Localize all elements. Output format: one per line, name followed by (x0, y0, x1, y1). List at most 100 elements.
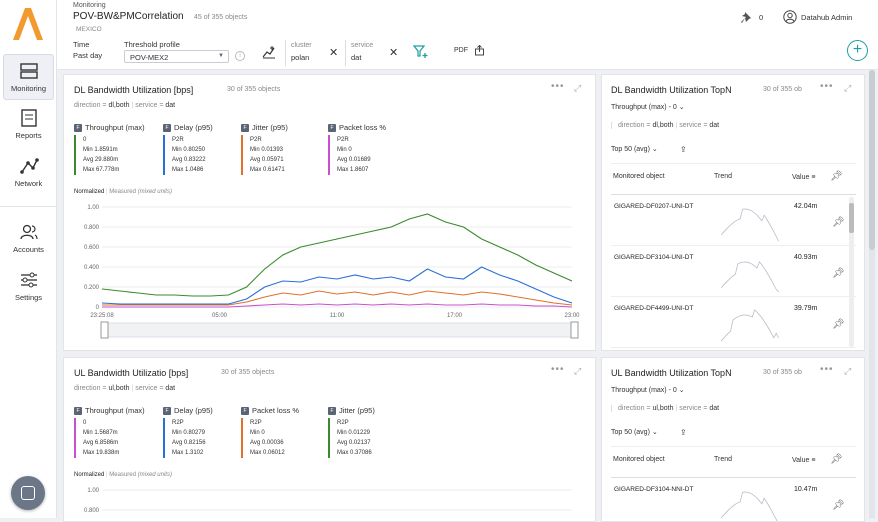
expand-icon[interactable]: ⤢ (844, 83, 852, 93)
slider-handle[interactable] (570, 321, 579, 339)
filter-cluster-label: cluster (291, 42, 312, 49)
expand-icon[interactable]: ⤢ (574, 83, 582, 93)
metric-select[interactable]: Throughput (max) - 0 ⌄ (611, 387, 685, 394)
breadcrumb[interactable]: Monitoring (73, 2, 106, 9)
series-line (101, 213, 573, 297)
user-icon[interactable] (783, 10, 797, 24)
metric-obj: 0 (83, 137, 87, 143)
pin-icon[interactable]: 📌︎ (830, 454, 843, 465)
metric-column[interactable]: F Delay (p95) P2R Min 0.80250 Avg 0.83222 Max… (163, 123, 213, 175)
panel-filters: direction = ul,both | service = dat (74, 385, 176, 392)
metric-column[interactable]: F Packet loss % P2R Min 0 Avg 0.01689 Max 1.8… (328, 123, 386, 175)
top-select[interactable]: Top 50 (avg) ⌄ (611, 429, 658, 436)
metric-select[interactable]: Throughput (max) - 0 ⌄ (611, 104, 685, 111)
user-name[interactable]: Datahub Admin (801, 13, 853, 22)
metric-max: Max 0.37086 (337, 450, 372, 456)
chart-mode[interactable]: Normalized | Measured (mixed units) (74, 472, 172, 478)
metric-badge: F (74, 407, 82, 415)
threshold-select[interactable]: POV-MEX2 ▼ (124, 50, 229, 63)
pin-icon[interactable]: 📌︎ (832, 319, 845, 330)
y-tick-label: 1.00 (87, 488, 99, 494)
time-select[interactable]: Past day (73, 51, 103, 60)
metric-max: Max 1.0486 (172, 167, 204, 173)
nav-network[interactable]: Network (3, 150, 54, 196)
filter-service-value[interactable]: dat (351, 53, 362, 62)
share-icon[interactable]: ⇪ (680, 428, 687, 437)
metric-name: F Packet loss % (241, 406, 299, 416)
more-icon[interactable]: ••• (551, 81, 565, 92)
object-name[interactable]: GIGARED-DF4499-UNI-DT (614, 305, 694, 312)
metric-column[interactable]: F Jitter (p95) R2P Min 0.01229 Avg 0.02137 Ma… (328, 406, 375, 458)
scrollbar[interactable] (849, 197, 854, 347)
panel-filters: direction = dl,both | service = dat (611, 122, 719, 129)
nav-accounts[interactable]: Accounts (3, 216, 54, 262)
nav-settings[interactable]: Settings (3, 264, 54, 310)
metric-column[interactable]: F Throughput (max) 0 Min 1.5687m Avg 6.8586m… (74, 406, 145, 458)
nav-reports[interactable]: Reports (3, 102, 54, 148)
add-chart-icon[interactable] (262, 45, 276, 59)
metric-max: Max 1.8607 (337, 167, 369, 173)
filter-service-label: service (351, 42, 374, 49)
col-trend: Trend (714, 456, 733, 463)
col-value[interactable]: Value ≡ (792, 174, 816, 181)
metric-name: F Throughput (max) (74, 123, 145, 133)
series-line (102, 303, 573, 308)
metric-name: F Delay (p95) (163, 123, 213, 133)
topn-row[interactable]: GIGARED-DF3104-UNI-DT 40.93m 📌︎ (611, 246, 856, 297)
col-trend: Trend (714, 173, 733, 180)
pin-icon[interactable]: 📌︎ (832, 500, 845, 511)
topn-row[interactable]: GIGARED-DF0207-UNI-DT 42.04m 📌︎ (611, 195, 856, 246)
expand-icon[interactable]: ⤢ (844, 366, 852, 376)
metric-column[interactable]: F Delay (p95) R2P Min 0.80279 Avg 0.82156 Max… (163, 406, 213, 458)
metric-column[interactable]: F Packet loss % R2P Min 0 Avg 0.00036 Max 0.0… (241, 406, 299, 458)
region-label: MEXICO (76, 26, 102, 33)
dl-line-chart: 1.00 0.800 0.600 0.400 0.200 0 23:25:08 05:00 11… (84, 205, 580, 339)
pdf-button[interactable]: PDF (454, 47, 468, 54)
object-name[interactable]: GIGARED-DF3104-NNI-DT (614, 486, 694, 493)
chat-button[interactable] (11, 476, 45, 510)
panel-count: 30 of 355 ob (763, 86, 802, 93)
metric-name: F Jitter (p95) (328, 406, 375, 416)
object-name[interactable]: GIGARED-DF3104-UNI-DT (614, 254, 694, 261)
y-tick-label: 0.200 (84, 285, 100, 291)
share-icon[interactable] (474, 45, 485, 56)
object-value: 10.47m (794, 486, 818, 493)
top-select[interactable]: Top 50 (avg) ⌄ (611, 146, 658, 153)
ul-line-chart: 1.00 0.800 (84, 488, 572, 514)
filter-add-icon[interactable] (413, 45, 429, 59)
time-range-slider[interactable] (101, 322, 577, 338)
x-tick-label: 23:25:08 (90, 313, 114, 319)
close-icon[interactable]: ✕ (389, 47, 399, 59)
panel-title: UL Bandwidth Utilizatio [bps] (74, 368, 189, 378)
object-value: 40.93m (794, 254, 818, 261)
topn-row[interactable]: GIGARED-DF4499-UNI-DT 39.79m 📌︎ (611, 297, 856, 348)
trend-sparkline (721, 261, 779, 293)
pin-icon[interactable]: 📌︎ (832, 217, 845, 228)
dl-topn-panel: DL Bandwidth Utilization TopN 30 of 355 … (601, 74, 865, 351)
share-icon[interactable]: ⇪ (680, 145, 687, 154)
slider-handle[interactable] (100, 321, 109, 339)
close-icon[interactable]: ✕ (329, 47, 339, 59)
topn-row[interactable]: GIGARED-DF3104-NNI-DT 10.47m 📌︎ (611, 478, 856, 521)
expand-icon[interactable]: ⤢ (574, 366, 582, 376)
metric-column[interactable]: F Throughput (max) 0 Min 1.8591m Avg 29.880m… (74, 123, 145, 175)
col-value[interactable]: Value ≡ (792, 457, 816, 464)
metric-column[interactable]: F Jitter (p95) P2R Min 0.01393 Avg 0.05971 Ma… (241, 123, 288, 175)
more-icon[interactable]: ••• (551, 364, 565, 375)
pin-icon[interactable]: 📌︎ (832, 268, 845, 279)
pins-count: 0 (759, 13, 764, 22)
pin-icon[interactable]: 📌︎ (830, 171, 843, 182)
add-widget-button[interactable]: + (847, 40, 868, 61)
chart-mode[interactable]: Normalized | Measured (mixed units) (74, 189, 172, 195)
nav-monitoring[interactable]: Monitoring (3, 54, 54, 100)
more-icon[interactable]: ••• (820, 364, 834, 375)
filter-cluster-value[interactable]: polan (291, 53, 310, 62)
metric-name: F Throughput (max) (74, 406, 145, 416)
more-icon[interactable]: ••• (820, 81, 834, 92)
object-name[interactable]: GIGARED-DF0207-UNI-DT (614, 203, 694, 210)
info-icon[interactable]: i (235, 51, 245, 61)
metric-obj: P2R (337, 137, 349, 143)
page-scrollbar[interactable] (869, 70, 875, 518)
monitoring-icon (19, 63, 38, 79)
pin-icon[interactable] (740, 11, 753, 24)
